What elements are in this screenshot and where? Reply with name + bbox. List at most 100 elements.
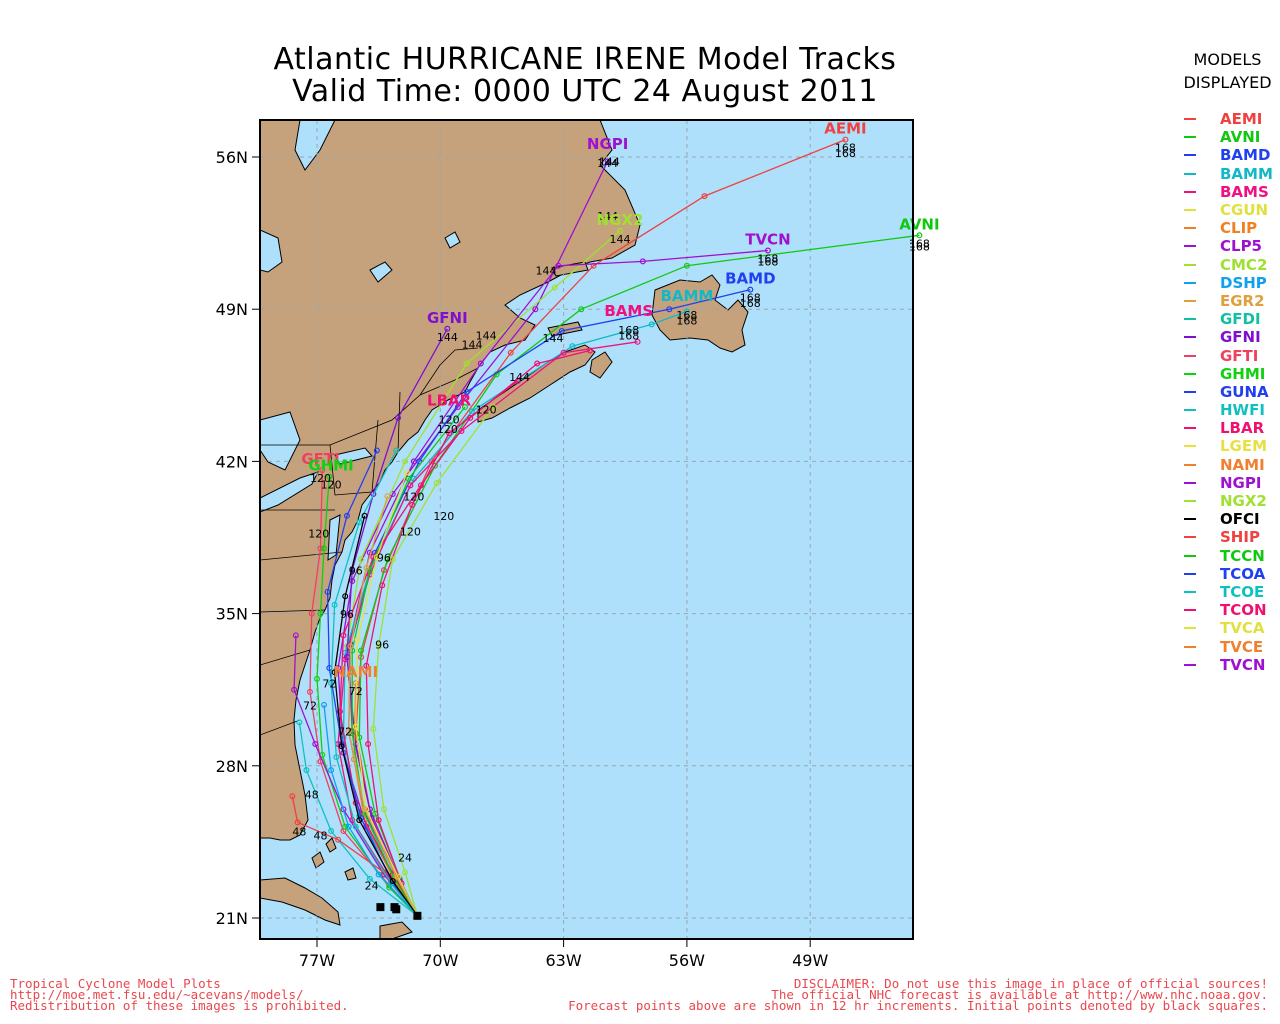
forecast-hour-label: 96 xyxy=(375,638,389,651)
legend-dash-icon xyxy=(1184,281,1196,284)
model-label-ghmi: GHMI xyxy=(308,457,353,475)
forecast-hour-label: 168 xyxy=(618,330,639,343)
track-tvcn xyxy=(348,249,768,917)
track-point xyxy=(289,793,296,800)
track-point xyxy=(395,414,402,421)
lon-label: 70W xyxy=(422,951,458,970)
legend-label: AVNI xyxy=(1220,128,1261,147)
legend-dash-icon xyxy=(1184,190,1196,193)
footer-right-line1: DISCLAIMER: Do not use this image in pla… xyxy=(793,976,1268,991)
legend-dash-icon xyxy=(1184,409,1196,412)
legend-item-tcoa: TCOA xyxy=(1184,565,1273,583)
model-labels: 2424484848727272969696961201201201201201… xyxy=(292,120,939,893)
track-point xyxy=(916,232,923,239)
model-label-bams: BAMS xyxy=(604,302,653,320)
track-point xyxy=(336,708,343,715)
track-point xyxy=(405,475,412,482)
track-point xyxy=(380,869,387,876)
lat-label: 28N xyxy=(216,757,248,776)
legend-dash-icon xyxy=(1184,136,1196,139)
footer-right: DISCLAIMER: Do not use this image in pla… xyxy=(568,976,1268,1012)
land-layer xyxy=(260,120,749,939)
model-end-hour: 120 xyxy=(439,413,460,426)
track-point xyxy=(389,556,396,563)
model-end-hour: 144 xyxy=(437,331,458,344)
track-point xyxy=(477,360,484,367)
track-point xyxy=(558,327,565,334)
track-point xyxy=(345,823,352,830)
forecast-hour-label: 120 xyxy=(437,423,458,436)
track-point xyxy=(321,701,328,708)
lon-label: 56W xyxy=(669,951,705,970)
legend-dash-icon xyxy=(1184,663,1196,666)
legend-dash-icon xyxy=(1184,627,1196,630)
track-point xyxy=(356,817,363,824)
legend-item-bams: BAMS xyxy=(1184,183,1273,201)
model-label-gfti: GFTI xyxy=(301,450,339,468)
legend-label: CLIP xyxy=(1220,219,1258,238)
legend-item-cmc2: CMC2 xyxy=(1184,256,1273,274)
legend-dash-icon xyxy=(1184,500,1196,503)
track-point xyxy=(389,878,396,885)
forecast-hour-label: 120 xyxy=(433,510,454,523)
lat-label: 35N xyxy=(216,605,248,624)
model-label-ngx2: NGX2 xyxy=(597,211,644,229)
model-legend: AEMI AVNI BAMD BAMM BAMS CGUN CLIP CLP5 CMC2 DSHP… xyxy=(1184,110,1273,674)
track-point xyxy=(317,545,324,552)
legend-label: CGUN xyxy=(1220,201,1269,220)
track-hwfi xyxy=(330,450,418,917)
track-point xyxy=(354,636,361,643)
track-point xyxy=(365,741,372,748)
legend-dash-icon xyxy=(1184,245,1196,248)
lake-mistassini xyxy=(369,261,393,283)
legend-dash-icon xyxy=(1184,463,1196,466)
grid-lines xyxy=(260,120,913,939)
track-point xyxy=(361,512,368,519)
model-label-gfni: GFNI xyxy=(427,309,468,327)
legend-item-ngpi: NGPI xyxy=(1184,474,1273,492)
track-point xyxy=(490,404,497,411)
legend-item-hwfi: HWFI xyxy=(1184,401,1273,419)
legend-dash-icon xyxy=(1184,427,1196,430)
track-point xyxy=(764,247,771,254)
forecast-hour-label: 120 xyxy=(403,491,424,504)
legend-item-ghmi: GHMI xyxy=(1184,365,1273,383)
legend-item-aemi: AEMI xyxy=(1184,110,1273,128)
legend-label: AEMI xyxy=(1220,110,1263,129)
track-lbar xyxy=(365,380,519,917)
track-point xyxy=(292,632,299,639)
legend-label: HWFI xyxy=(1220,401,1265,420)
track-point xyxy=(363,564,370,571)
model-label-bamd: BAMD xyxy=(725,270,775,288)
lat-label: 42N xyxy=(216,452,248,471)
footer-left-line3: Redistribution of these images is prohib… xyxy=(10,998,349,1013)
track-point xyxy=(321,545,328,552)
forecast-hour-label: 48 xyxy=(314,830,328,843)
legend-label: NGX2 xyxy=(1220,492,1267,511)
forecast-hour-label: 48 xyxy=(305,788,319,801)
legend-label: BAMM xyxy=(1220,164,1273,183)
legend-label: BAMD xyxy=(1220,146,1271,165)
track-point xyxy=(303,767,310,774)
forecast-hour-label: 144 xyxy=(476,330,497,343)
track-point xyxy=(384,493,391,500)
track-point xyxy=(666,306,673,313)
track-point xyxy=(417,482,424,489)
lake-erie xyxy=(260,471,319,513)
land-cape-breton xyxy=(589,351,613,379)
forecast-hour-label: 120 xyxy=(308,528,329,541)
track-point xyxy=(467,414,474,421)
track-dshp xyxy=(323,704,418,917)
legend-dash-icon xyxy=(1184,118,1196,121)
legend-item-cgun: CGUN xyxy=(1184,201,1273,219)
track-point xyxy=(634,338,641,345)
legend-item-bamm: BAMM xyxy=(1184,165,1273,183)
track-tcon xyxy=(339,349,591,917)
model-end-hour: 168 xyxy=(676,309,697,322)
legend-label: GFTI xyxy=(1220,346,1259,365)
legend-label: GFDI xyxy=(1220,310,1261,329)
track-point xyxy=(683,262,690,269)
track-point xyxy=(306,688,313,695)
forecast-hour-label: 168 xyxy=(676,314,697,327)
